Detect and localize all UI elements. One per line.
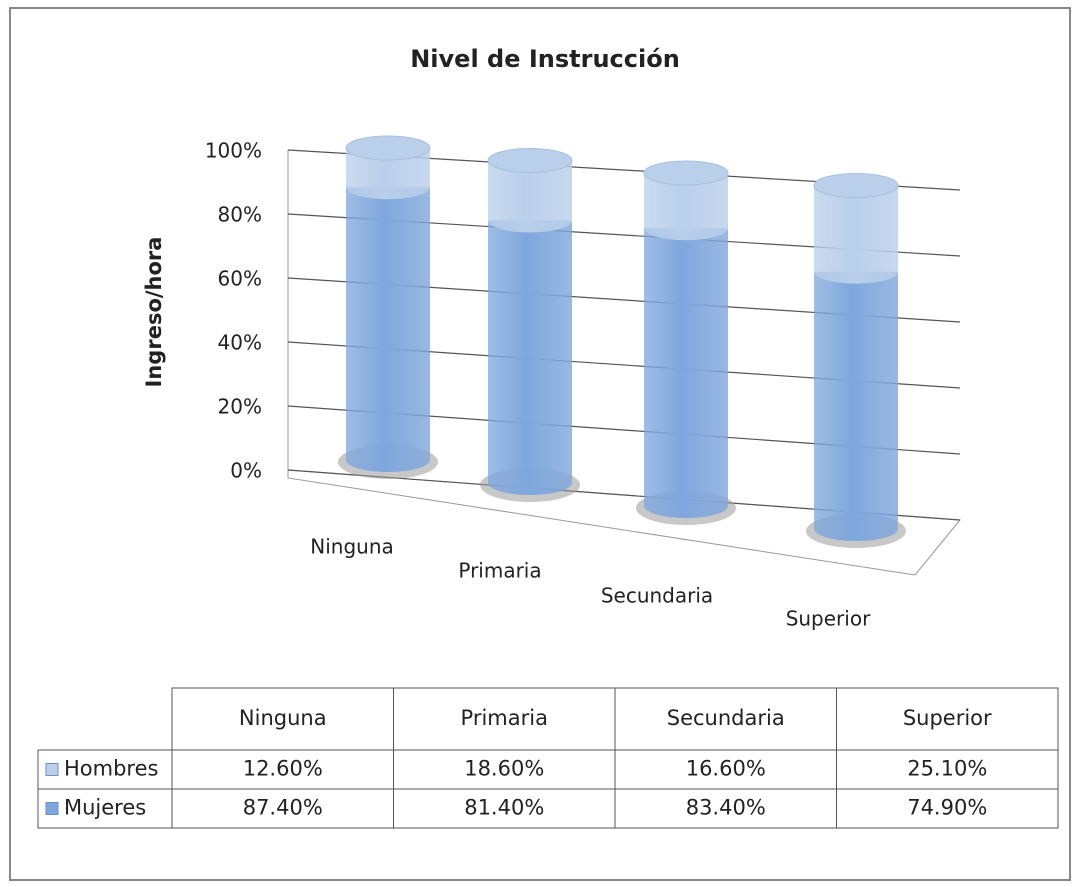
x-tick-label: Secundaria <box>601 584 713 608</box>
cylinder-segment <box>346 187 430 472</box>
cylinder-cap <box>345 135 431 161</box>
table-cell: 25.10% <box>907 757 987 781</box>
legend-label: Hombres <box>64 757 158 781</box>
table-header: Secundaria <box>667 706 785 730</box>
x-tick-label: Ninguna <box>310 535 394 559</box>
y-tick-label: 20% <box>218 395 262 419</box>
y-tick-label: 80% <box>218 203 262 227</box>
cylinder-cap <box>643 160 729 186</box>
cylinder-segment <box>644 173 728 241</box>
y-tick-label: 60% <box>218 267 262 291</box>
table-header: Ninguna <box>239 706 327 730</box>
cylinder-segment <box>814 185 898 284</box>
y-tick-label: 0% <box>230 459 262 483</box>
legend-swatch <box>45 802 59 815</box>
cylinder-segment <box>488 220 572 496</box>
table-cell: 87.40% <box>243 796 323 820</box>
cylinder-segment <box>644 228 728 518</box>
cylinder-segment <box>346 148 430 200</box>
y-tick-label: 100% <box>205 139 262 163</box>
cylinder-cap <box>813 173 899 198</box>
cylinder-segment <box>814 271 898 541</box>
cylinder-cap <box>487 148 573 173</box>
x-tick-label: Primaria <box>458 559 541 583</box>
y-axis-label: Ingreso/hora <box>142 237 166 388</box>
table-header: Superior <box>903 706 992 730</box>
table-cell: 18.60% <box>464 757 544 781</box>
table-cell: 74.90% <box>907 796 987 820</box>
x-tick-label: Superior <box>786 607 871 631</box>
legend-label: Mujeres <box>64 796 146 820</box>
cylinder-segment <box>488 160 572 233</box>
table-cell: 81.40% <box>464 796 544 820</box>
chart-title: Nivel de Instrucción <box>410 45 680 73</box>
table-cell: 83.40% <box>686 796 766 820</box>
table-header: Primaria <box>461 706 548 730</box>
table-cell: 12.60% <box>243 757 323 781</box>
legend-swatch <box>45 763 59 776</box>
y-tick-label: 40% <box>218 331 262 355</box>
table-cell: 16.60% <box>686 757 766 781</box>
